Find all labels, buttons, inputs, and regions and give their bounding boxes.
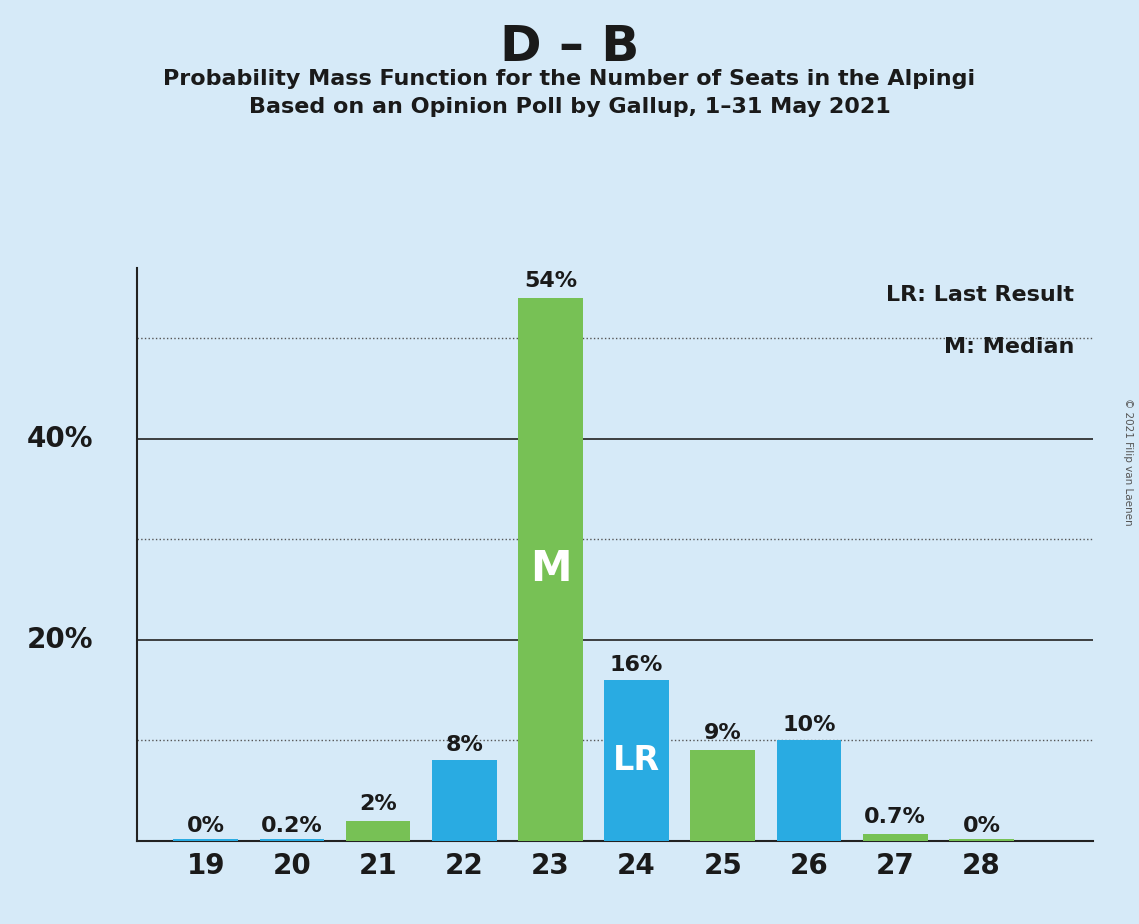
Text: 0.2%: 0.2% xyxy=(261,816,322,836)
Text: LR: LR xyxy=(613,744,661,777)
Text: 40%: 40% xyxy=(27,425,93,453)
Bar xyxy=(173,839,238,841)
Bar xyxy=(260,839,325,841)
Bar xyxy=(690,750,755,841)
Text: 0%: 0% xyxy=(187,816,224,836)
Text: 16%: 16% xyxy=(609,655,663,675)
Bar xyxy=(518,298,583,841)
Text: LR: Last Result: LR: Last Result xyxy=(886,286,1074,305)
Text: 9%: 9% xyxy=(704,723,741,743)
Bar xyxy=(605,680,669,841)
Text: Probability Mass Function for the Number of Seats in the Alpingi: Probability Mass Function for the Number… xyxy=(163,69,976,90)
Text: 0.7%: 0.7% xyxy=(865,807,926,827)
Text: © 2021 Filip van Laenen: © 2021 Filip van Laenen xyxy=(1123,398,1133,526)
Bar xyxy=(777,740,842,841)
Text: D – B: D – B xyxy=(500,23,639,71)
Bar xyxy=(432,760,497,841)
Text: 8%: 8% xyxy=(445,736,483,756)
Text: 2%: 2% xyxy=(359,794,396,814)
Text: 54%: 54% xyxy=(524,271,577,291)
Text: 10%: 10% xyxy=(782,715,836,736)
Text: 0%: 0% xyxy=(962,816,1000,836)
Text: 20%: 20% xyxy=(27,626,93,654)
Text: M: M xyxy=(530,549,571,590)
Text: M: Median: M: Median xyxy=(944,336,1074,357)
Bar xyxy=(863,833,927,841)
Bar xyxy=(949,839,1014,841)
Bar xyxy=(346,821,410,841)
Text: Based on an Opinion Poll by Gallup, 1–31 May 2021: Based on an Opinion Poll by Gallup, 1–31… xyxy=(248,97,891,117)
